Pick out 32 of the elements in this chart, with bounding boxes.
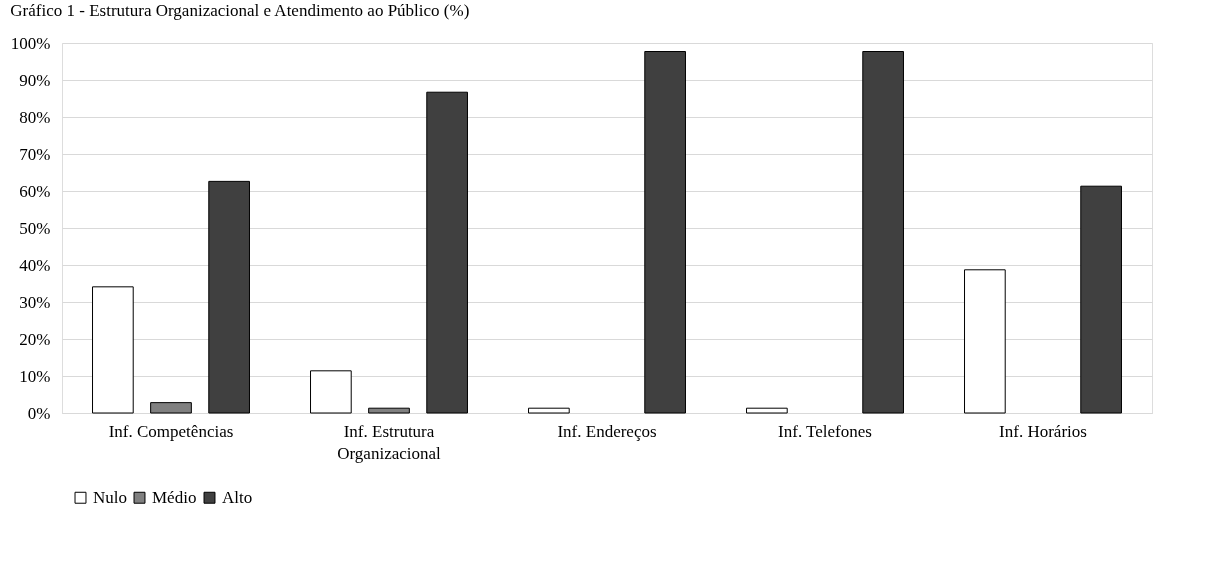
bar <box>1080 185 1122 414</box>
bar <box>644 51 686 414</box>
y-tick-label: 100% <box>10 33 51 53</box>
bar <box>368 407 410 414</box>
y-tick-label: 80% <box>19 107 51 127</box>
y-tick-label: 60% <box>19 181 51 201</box>
y-tick-label: 90% <box>19 70 51 90</box>
x-tick-label: Inf. Estrutura Organizacional <box>337 421 442 463</box>
bar <box>426 91 468 414</box>
bar <box>964 269 1006 414</box>
y-tick-label: 40% <box>19 255 51 275</box>
bar <box>150 402 192 414</box>
legend-label: Nulo <box>93 487 127 507</box>
y-tick-label: 30% <box>19 292 51 312</box>
y-tick-label: 70% <box>19 144 51 164</box>
legend-label: Médio <box>152 487 197 507</box>
bar <box>862 51 904 414</box>
y-tick-label: 50% <box>19 218 51 238</box>
bar <box>746 407 788 414</box>
legend-label: Alto <box>222 487 253 507</box>
chart-title: Gráfico 1 - Estrutura Organizacional e Atendimento ao Público (%) <box>10 1 470 20</box>
bar <box>208 180 250 414</box>
x-tick-label: Inf. Competências <box>108 421 234 441</box>
x-tick-label: Inf. Endereços <box>557 421 657 441</box>
y-tick-label: 10% <box>19 366 51 386</box>
y-tick-label: 20% <box>19 329 51 349</box>
x-tick-label: Inf. Horários <box>999 421 1087 441</box>
y-tick-label: 0% <box>27 403 51 423</box>
bar <box>92 286 134 414</box>
bar <box>528 407 570 414</box>
x-tick-label: Inf. Telefones <box>778 421 872 441</box>
bar <box>310 370 352 414</box>
